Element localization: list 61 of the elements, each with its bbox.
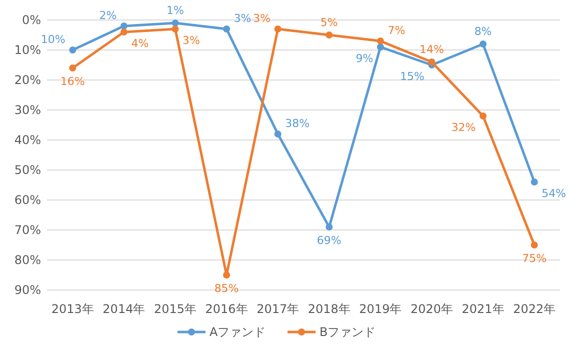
x-tick-label: 2021年 xyxy=(462,302,504,316)
data-label: 32% xyxy=(451,121,476,134)
y-tick-label: 60% xyxy=(14,193,41,207)
x-tick-label: 2014年 xyxy=(102,302,146,316)
y-tick-label: 20% xyxy=(14,73,41,87)
point xyxy=(223,272,230,278)
data-label: 15% xyxy=(400,70,424,83)
point xyxy=(376,44,384,50)
legend-label: Bファンド xyxy=(320,325,376,339)
point xyxy=(480,40,487,48)
y-tick-label: 30% xyxy=(14,103,41,117)
data-label: 4% xyxy=(131,37,149,50)
y-tick-label: 80% xyxy=(14,253,41,267)
data-label: 10% xyxy=(40,33,66,46)
data-label: 54% xyxy=(542,187,566,200)
x-tick-label: 2017年 xyxy=(256,302,300,316)
point xyxy=(530,242,538,248)
point xyxy=(376,38,384,44)
point xyxy=(274,26,282,32)
legend-label: Aファンド xyxy=(210,325,266,339)
y-tick-label: 10% xyxy=(14,43,41,57)
data-label: 2% xyxy=(99,9,117,22)
point xyxy=(530,178,538,186)
x-tick-label: 2019年 xyxy=(359,302,402,316)
y-tick-label: 50% xyxy=(14,163,41,177)
data-label: 85% xyxy=(214,282,239,295)
point xyxy=(69,46,76,54)
data-label: 16% xyxy=(60,75,85,88)
data-label: 69% xyxy=(316,234,342,247)
x-tick-label: 2020年 xyxy=(410,302,454,316)
data-label: 3% xyxy=(253,12,271,25)
y-tick-label: 90% xyxy=(14,283,41,297)
x-tick-label: 2018年 xyxy=(308,302,350,316)
point xyxy=(326,224,333,230)
data-label: 3% xyxy=(234,12,252,25)
point xyxy=(274,130,282,138)
data-label: 7% xyxy=(388,24,406,37)
point xyxy=(172,20,179,26)
x-tick-label: 2022年 xyxy=(513,302,556,316)
data-label: 8% xyxy=(474,25,492,38)
point xyxy=(69,64,76,72)
point xyxy=(326,32,333,38)
data-label: 5% xyxy=(320,16,338,29)
data-label: 1% xyxy=(166,4,184,17)
point xyxy=(172,26,179,32)
y-tick-label: 0% xyxy=(22,13,41,27)
point xyxy=(223,26,230,32)
data-label: 9% xyxy=(356,52,374,65)
x-tick-label: 2013年 xyxy=(51,302,94,316)
data-label: 38% xyxy=(285,117,310,130)
data-label: 75% xyxy=(522,252,547,265)
point xyxy=(480,112,487,120)
data-label: 3% xyxy=(182,34,200,47)
y-tick-label: 40% xyxy=(14,133,41,147)
point xyxy=(120,22,128,30)
point xyxy=(428,58,436,66)
point xyxy=(120,28,128,36)
x-tick-label: 2015年 xyxy=(154,302,197,316)
y-tick-label: 70% xyxy=(14,223,41,237)
x-tick-label: 2016年 xyxy=(205,302,248,316)
data-label: 14% xyxy=(420,43,444,56)
